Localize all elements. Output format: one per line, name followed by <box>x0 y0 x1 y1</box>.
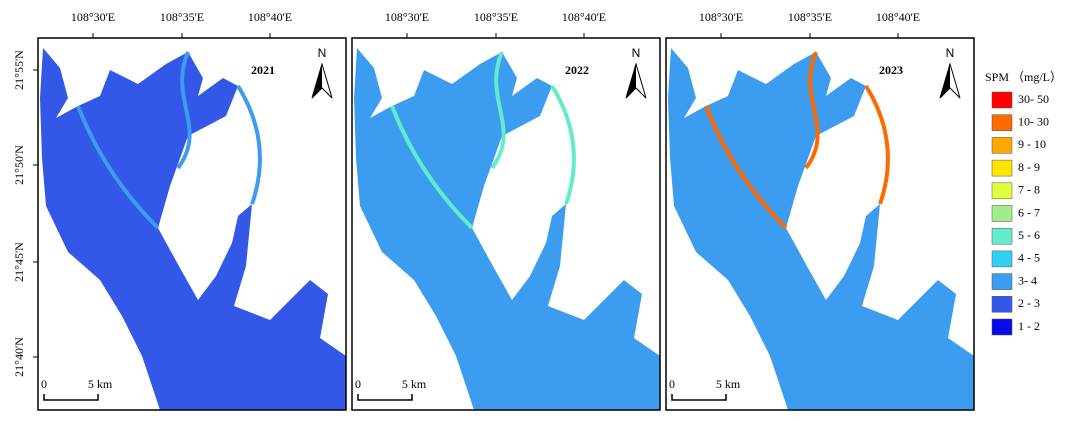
scale-bar <box>672 394 726 400</box>
scale-start: 0 <box>41 377 47 391</box>
legend-label: 1 - 2 <box>1018 319 1040 333</box>
legend-label: 8 - 9 <box>1018 160 1040 174</box>
legend-swatch <box>992 274 1012 290</box>
legend-label: 2 - 3 <box>1018 296 1040 310</box>
lon-label: 108°30'E <box>385 10 429 24</box>
scale-end: 5 km <box>402 377 427 391</box>
year-label: 2021 <box>251 63 275 77</box>
legend-swatch <box>992 160 1012 176</box>
legend-title: SPM （mg/L） <box>985 70 1062 84</box>
legend-label: 5 - 6 <box>1018 228 1040 242</box>
lon-label: 108°30'E <box>71 10 115 24</box>
scale-end: 5 km <box>88 377 113 391</box>
lat-label: 21°55'N <box>12 50 26 90</box>
scale-start: 0 <box>669 377 675 391</box>
north-label: N <box>632 46 641 60</box>
year-label: 2023 <box>879 63 903 77</box>
lon-label: 108°35'E <box>474 10 518 24</box>
figure: SPM （mg/L） 108°30'E 108°35'E 108°40'E 2021 N… <box>0 0 1070 416</box>
legend-label: 3- 4 <box>1018 273 1037 287</box>
lon-label: 108°40'E <box>562 10 606 24</box>
scale-bar <box>44 394 98 400</box>
lon-label: 108°35'E <box>160 10 204 24</box>
legend-swatch <box>992 92 1012 108</box>
water-body <box>354 48 660 410</box>
lon-label: 108°35'E <box>788 10 832 24</box>
legend-label: 6 - 7 <box>1018 205 1040 219</box>
water-body <box>668 48 974 410</box>
legend-swatch <box>992 137 1012 153</box>
map-panel: 108°30'E 108°35'E 108°40'E 2022 N 0 5 km <box>352 10 660 410</box>
lat-label: 21°40'N <box>12 337 26 377</box>
legend-label: 9 - 10 <box>1018 137 1046 151</box>
lon-label: 108°40'E <box>248 10 292 24</box>
north-label: N <box>946 46 955 60</box>
legend-swatch <box>992 251 1012 267</box>
map-panel: 108°30'E 108°35'E 108°40'E 2021 N 0 5 km <box>38 10 346 410</box>
legend-label: 4 - 5 <box>1018 251 1040 265</box>
water-body <box>40 48 346 410</box>
legend-label: 10- 30 <box>1018 114 1049 128</box>
scale-bar <box>358 394 412 400</box>
legend-swatch <box>992 183 1012 199</box>
legend-swatch <box>992 115 1012 131</box>
lon-label: 108°30'E <box>699 10 743 24</box>
north-label: N <box>318 46 327 60</box>
lat-label: 21°45'N <box>12 242 26 282</box>
scale-end: 5 km <box>716 377 741 391</box>
lon-label: 108°40'E <box>876 10 920 24</box>
map-panel: 108°30'E 108°35'E 108°40'E 2023 N 0 5 km <box>666 10 974 410</box>
scale-start: 0 <box>355 377 361 391</box>
legend-swatch <box>992 206 1012 222</box>
legend-swatch <box>992 296 1012 312</box>
legend-label: 30- 50 <box>1018 92 1049 106</box>
legend-label: 7 - 8 <box>1018 183 1040 197</box>
legend-swatch <box>992 319 1012 335</box>
lat-label: 21°50'N <box>12 145 26 185</box>
year-label: 2022 <box>565 63 589 77</box>
legend-swatch <box>992 228 1012 244</box>
